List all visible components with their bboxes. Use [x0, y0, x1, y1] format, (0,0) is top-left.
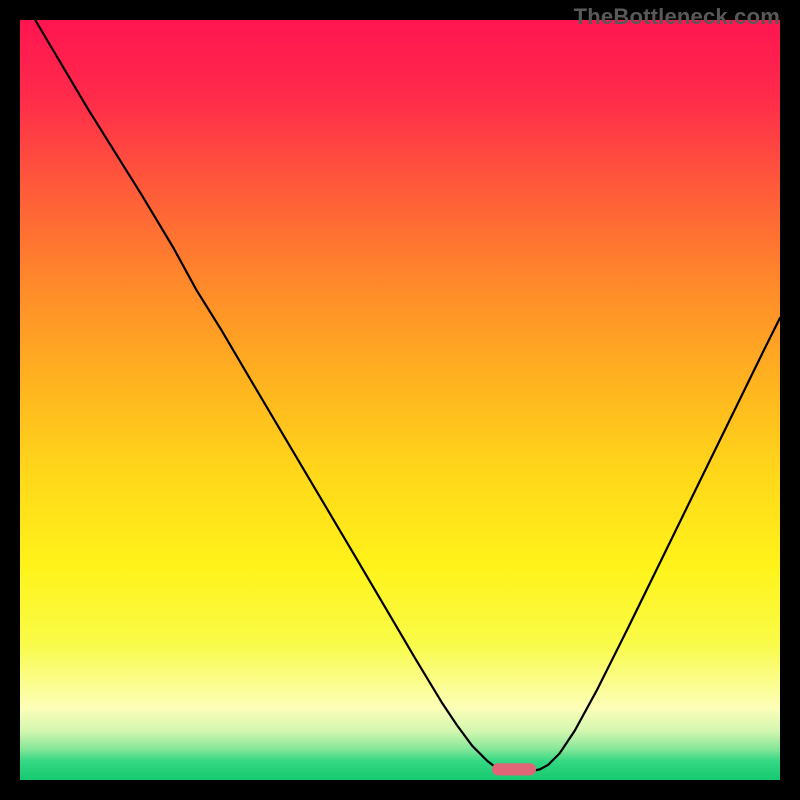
watermark-text: TheBottleneck.com — [574, 4, 780, 30]
plot-background — [20, 20, 780, 780]
plot-svg — [20, 20, 780, 780]
plot-area — [20, 20, 780, 780]
chart-frame: TheBottleneck.com — [0, 0, 800, 800]
optimum-marker — [492, 763, 536, 775]
